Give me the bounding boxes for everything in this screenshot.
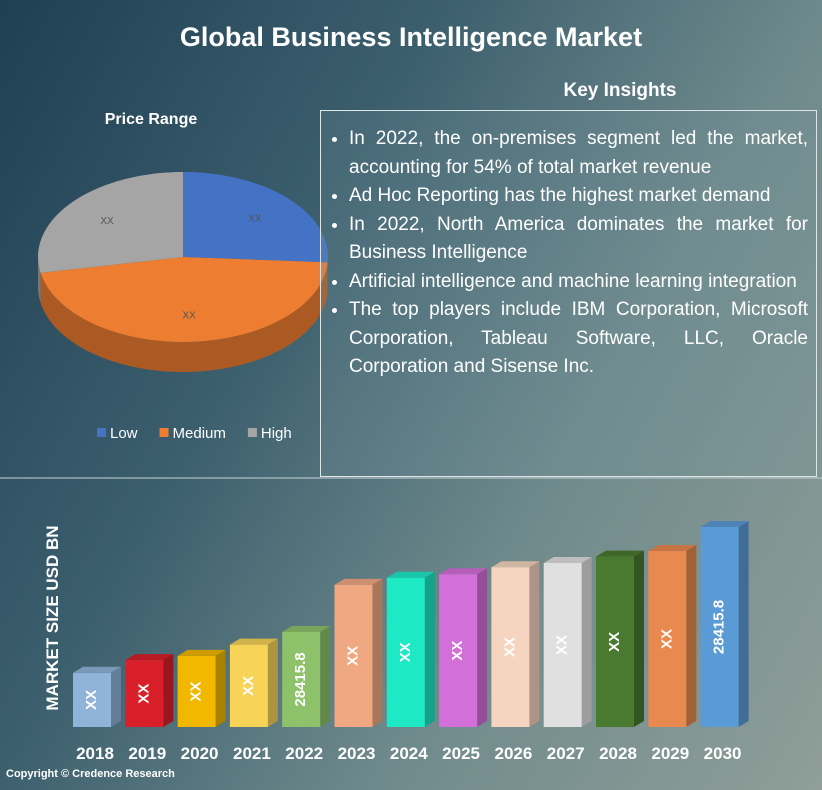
bar-side: [215, 649, 226, 727]
bar-top: [73, 666, 121, 673]
bar-top: [386, 571, 435, 578]
bar-label: XX: [135, 684, 152, 704]
y-axis-title: MARKET SIZE USD BN: [43, 525, 62, 710]
slice-side: [38, 257, 41, 303]
bar: [334, 584, 373, 727]
bar-label: XX: [554, 635, 571, 655]
bar-top: [700, 521, 749, 527]
bar-top: [439, 568, 488, 575]
bar-top: [491, 561, 540, 568]
bar-side: [163, 654, 174, 727]
bar-top: [282, 625, 331, 632]
bar: [491, 567, 530, 727]
insights-list: In 2022, the on-premises segment led the…: [349, 125, 808, 382]
bar: [282, 631, 321, 727]
bar-label: XX: [449, 641, 466, 661]
insight-item: In 2022, North America dominates the mar…: [349, 211, 808, 268]
bar-side: [529, 561, 540, 727]
slice-label: XX: [183, 311, 197, 322]
bar-side: [424, 571, 435, 727]
bar-side: [634, 550, 644, 727]
x-tick-label: 2025: [442, 744, 480, 763]
insights-title: Key Insights: [563, 80, 677, 101]
bar: [700, 527, 739, 727]
x-tick-label: 2020: [181, 744, 219, 763]
bar-top: [229, 638, 278, 645]
bar-label: XX: [344, 646, 361, 666]
insight-item: The top players include IBM Corporation,…: [349, 296, 808, 382]
bar-side: [372, 578, 383, 727]
bar: [125, 660, 164, 727]
bar: [439, 574, 478, 727]
bar-label: XX: [188, 681, 205, 701]
bar: [386, 577, 425, 727]
bar-top: [543, 557, 592, 564]
bar-side: [320, 625, 331, 727]
x-tick-label: 2029: [651, 744, 689, 763]
bar: [543, 563, 582, 727]
bar-label: XX: [606, 632, 623, 652]
page-title: Global Business Intelligence Market: [179, 22, 643, 52]
x-tick-label: 2030: [704, 744, 742, 763]
insights-box: In 2022, the on-premises segment led the…: [320, 110, 817, 477]
bar-label: XX: [658, 629, 675, 649]
bar-side: [738, 521, 749, 727]
insight-item: Artificial intelligence and machine lear…: [349, 268, 808, 297]
bar-side: [111, 666, 121, 727]
bar-top: [648, 545, 697, 552]
bar-label: 28415.8: [711, 600, 728, 654]
bar-label: XX: [83, 690, 100, 710]
x-tick-label: 2026: [494, 744, 532, 763]
x-tick-label: 2027: [547, 744, 585, 763]
x-tick-label: 2023: [338, 744, 376, 763]
bar-label: 28415.8: [292, 652, 309, 706]
pie-title: Price Range: [105, 111, 198, 128]
legend-label: Low: [110, 425, 138, 442]
bar: [229, 644, 268, 727]
x-tick-label: 2028: [599, 744, 637, 763]
legend-label: Medium: [173, 425, 226, 442]
insight-item: Ad Hoc Reporting has the highest market …: [349, 182, 808, 211]
bar: [177, 655, 216, 727]
pie-slice: [38, 172, 184, 273]
bar-side: [581, 557, 592, 727]
bar-top: [596, 550, 644, 557]
bar-top: [177, 649, 226, 656]
x-tick-label: 2024: [390, 744, 428, 763]
bar: [596, 556, 634, 727]
x-tick-label: 2022: [285, 744, 323, 763]
slice-label: XX: [100, 216, 114, 227]
pie-slice: [40, 257, 328, 342]
bar-label: XX: [240, 676, 257, 696]
bar-side: [267, 638, 278, 727]
slice-side: [40, 262, 328, 372]
bar-side: [686, 545, 697, 727]
legend-label: High: [261, 425, 292, 442]
bar-top: [125, 654, 174, 661]
x-tick-label: 2018: [76, 744, 114, 763]
bar: [73, 672, 111, 727]
legend-swatch: [97, 428, 106, 437]
bar: [648, 551, 687, 727]
insight-item: In 2022, the on-premises segment led the…: [349, 125, 808, 182]
legend-swatch: [159, 428, 169, 437]
copyright: Copyright © Credence Research: [6, 768, 175, 780]
slice-label: XX: [248, 213, 262, 224]
x-tick-label: 2021: [233, 744, 271, 763]
bar-label: XX: [501, 637, 518, 657]
x-tick-label: 2019: [128, 744, 166, 763]
bar-label: XX: [397, 642, 414, 662]
pie-slice: [183, 172, 328, 263]
bar-top: [334, 578, 383, 585]
legend-swatch: [247, 428, 257, 437]
bar-side: [477, 568, 488, 727]
